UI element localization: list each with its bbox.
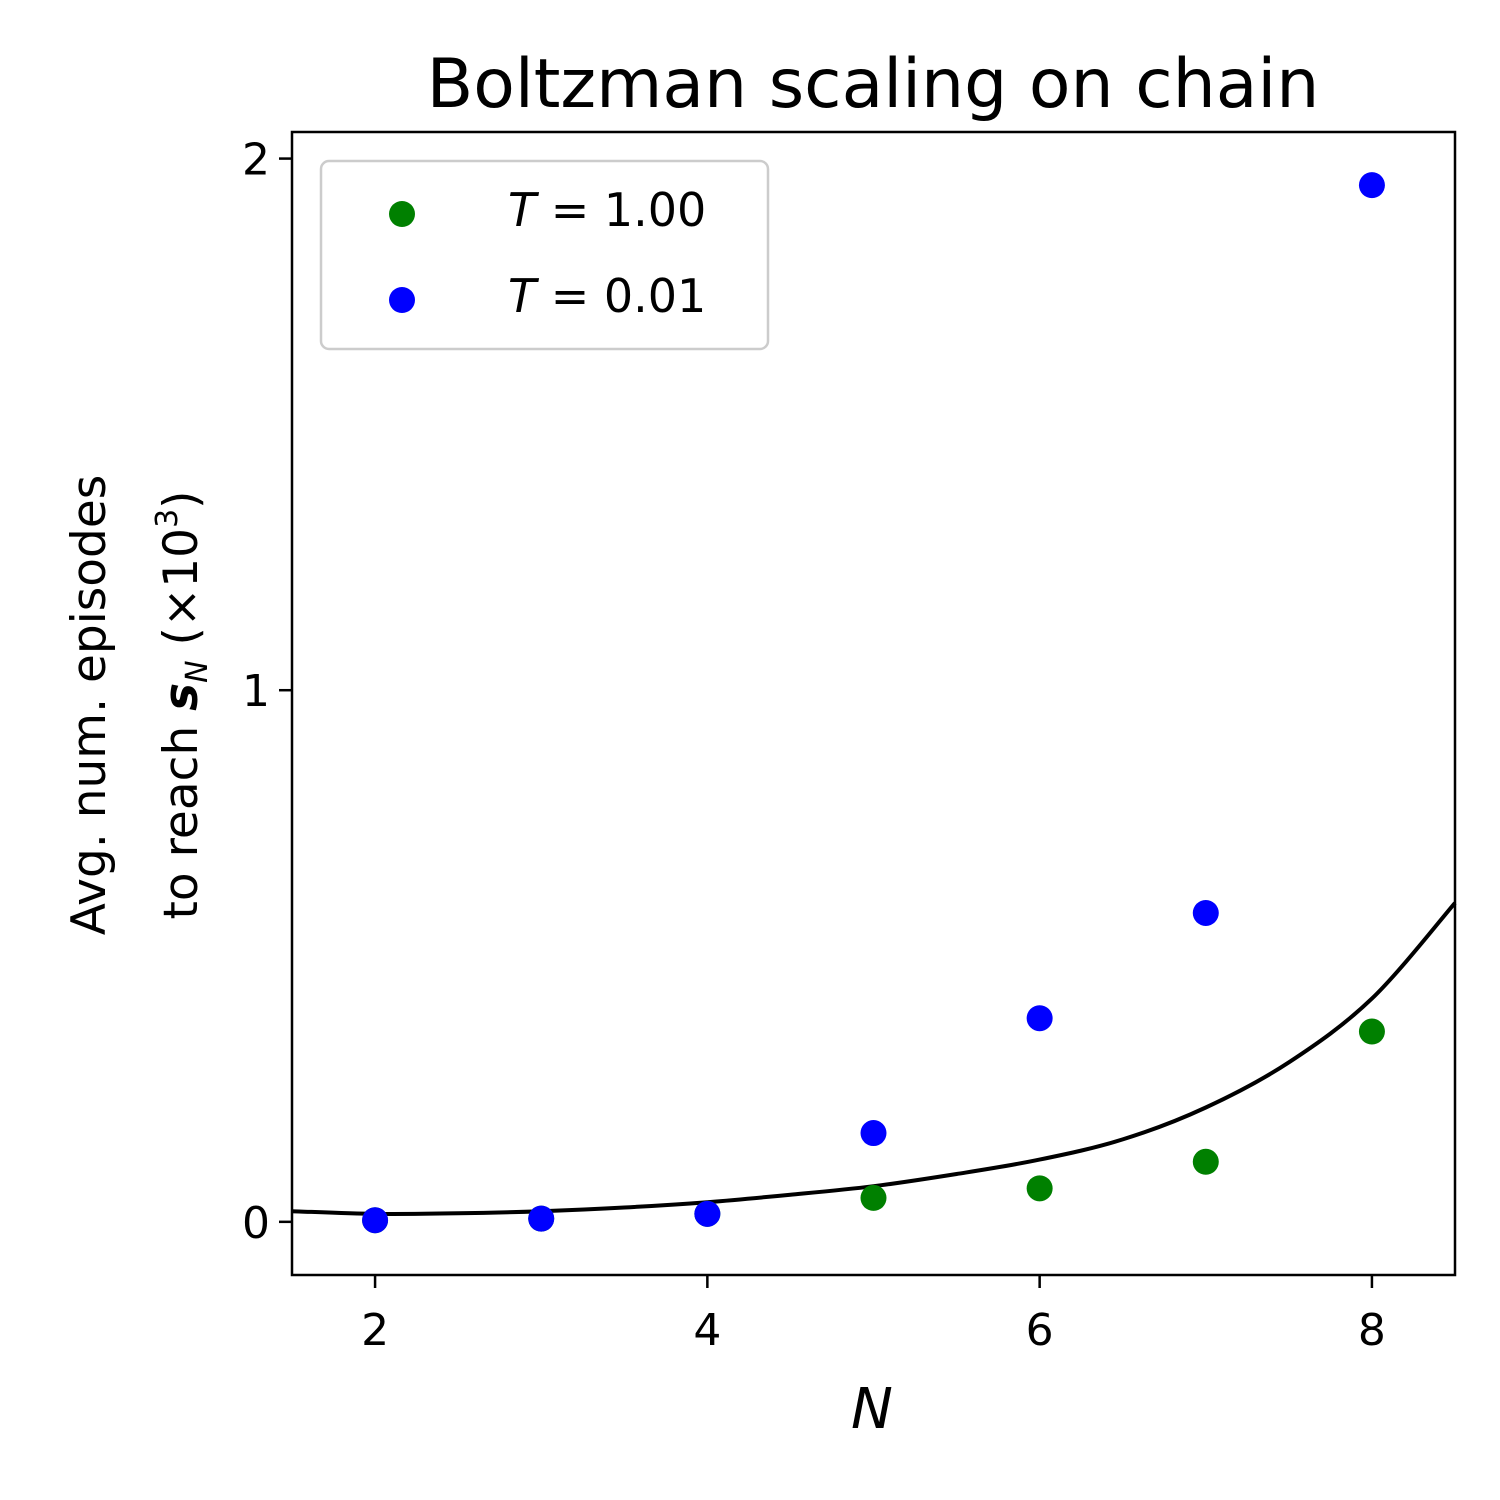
y-axis-label-symbol: s [154, 683, 209, 711]
point-series0-n5 [860, 1184, 887, 1211]
x-tick-label: 4 [693, 1305, 721, 1356]
data-points-layer [362, 172, 1385, 1234]
fit-curve-layer [291, 901, 1457, 1217]
y-axis-label-scale: (×10 [154, 528, 209, 660]
point-series1-n3 [528, 1205, 555, 1232]
x-axis-ticks: 2 4 6 8 [361, 1275, 1386, 1356]
point-series1-n5 [860, 1120, 887, 1147]
legend-marker-t100 [389, 201, 415, 227]
x-tick-label: 2 [361, 1305, 389, 1356]
y-axis-label-close: ) [154, 490, 209, 508]
legend-label-t001: T = 0.01 [508, 269, 706, 323]
plot-frame [290, 130, 1457, 1277]
x-tick-label: 8 [1358, 1305, 1386, 1356]
point-series1-n7 [1192, 899, 1219, 926]
point-series0-n6 [1026, 1175, 1053, 1202]
point-series1-n6 [1026, 1005, 1053, 1032]
legend-box [319, 159, 770, 351]
point-series0-n7 [1192, 1148, 1219, 1175]
y-tick-label: 2 [242, 135, 270, 186]
legend: T = 1.00 T = 0.01 [319, 159, 770, 351]
y-tick-label: 0 [242, 1198, 270, 1249]
legend-marker-t001 [389, 287, 415, 313]
point-series1-n2 [362, 1207, 389, 1234]
y-axis-label: Avg. num. episodes to reach sN (×103) [62, 475, 215, 935]
x-tick-label: 6 [1026, 1305, 1054, 1356]
chart-title: Boltzman scaling on chain [427, 45, 1320, 124]
point-series1-n8 [1358, 172, 1385, 199]
fit-curve [291, 901, 1457, 1217]
point-series0-n8 [1358, 1018, 1385, 1045]
y-tick-label: 1 [242, 666, 270, 717]
y-axis-label-prefix: to reach [154, 711, 209, 920]
y-axis-label-subscript: N [180, 660, 215, 682]
y-axis-label-line2: to reach sN (×103) [150, 490, 215, 919]
legend-label-t100: T = 1.00 [508, 183, 706, 237]
y-axis-label-exponent: 3 [150, 509, 185, 528]
y-axis-label-line1: Avg. num. episodes [62, 475, 117, 935]
x-axis-label: N [851, 1377, 893, 1442]
point-series1-n4 [694, 1200, 721, 1227]
y-axis-ticks: 0 1 2 [242, 135, 292, 1249]
